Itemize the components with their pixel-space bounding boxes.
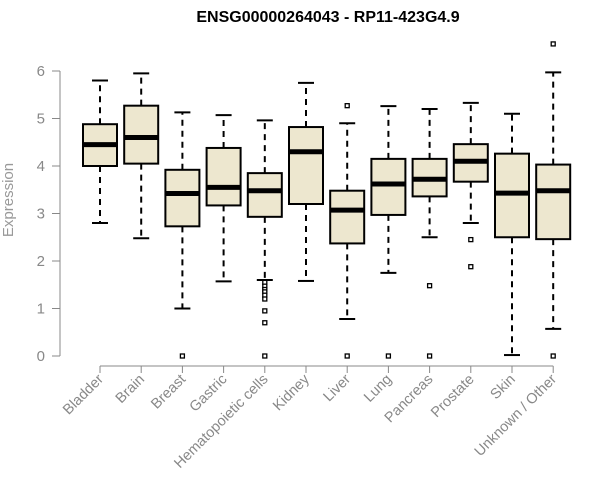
box-gastric <box>205 114 242 283</box>
y-tick-label: 4 <box>37 158 45 175</box>
outlier-point <box>344 353 350 359</box>
outlier-point <box>385 353 392 359</box>
box-lung <box>370 105 407 359</box>
box-prostate <box>452 101 489 270</box>
y-tick-label: 2 <box>37 253 45 270</box>
outlier-point <box>262 296 268 302</box>
x-tick-label: Breast <box>148 372 189 413</box>
x-tick-label: Brain <box>113 372 148 407</box>
box-liver <box>329 103 366 359</box>
y-tick-label: 1 <box>37 301 45 318</box>
y-axis: 0 1 2 3 4 5 6 <box>37 63 61 365</box>
outlier-point <box>179 353 186 359</box>
y-tick-label: 0 <box>37 348 45 365</box>
box-kidney <box>288 81 324 282</box>
box-body <box>288 126 324 205</box>
box-body <box>329 189 366 245</box>
outlier-point <box>468 264 474 270</box>
box-hematopoietic-cells <box>246 119 283 359</box>
y-axis-label: Expression <box>0 163 17 237</box>
chart-title: ENSG00000264043 - RP11-423G4.9 <box>196 9 459 26</box>
y-tick-label: 5 <box>37 111 45 128</box>
outlier-point <box>262 320 268 326</box>
x-tick-label: Liver <box>320 371 354 405</box>
x-tick-label: Prostate <box>428 372 477 421</box>
box-breast <box>164 111 201 359</box>
outlier-point <box>550 353 556 359</box>
x-tick-label: Kidney <box>270 371 313 414</box>
boxes-group <box>82 41 572 359</box>
outlier-point <box>344 103 350 109</box>
box-body <box>246 172 283 218</box>
outlier-point <box>468 236 474 243</box>
x-tick-label: Bladder <box>60 371 107 418</box>
box-brain <box>123 72 160 240</box>
outlier-point <box>262 308 268 314</box>
box-body <box>123 104 160 165</box>
box-body <box>370 157 407 216</box>
box-body <box>205 146 242 207</box>
x-tick-label: Skin <box>488 372 519 403</box>
x-tick-label: Lung <box>361 372 395 406</box>
box-body <box>535 163 572 241</box>
outlier-point <box>426 283 433 289</box>
y-tick-label: 3 <box>37 206 45 223</box>
outlier-point <box>262 353 268 359</box>
y-tick-label: 6 <box>37 63 45 80</box>
box-pancreas <box>411 108 448 359</box>
box-unknown-other <box>535 41 572 359</box>
box-skin <box>494 112 530 357</box>
box-bladder <box>82 79 118 224</box>
box-body <box>164 168 201 228</box>
outlier-point <box>550 41 556 47</box>
outlier-point <box>426 353 433 359</box>
